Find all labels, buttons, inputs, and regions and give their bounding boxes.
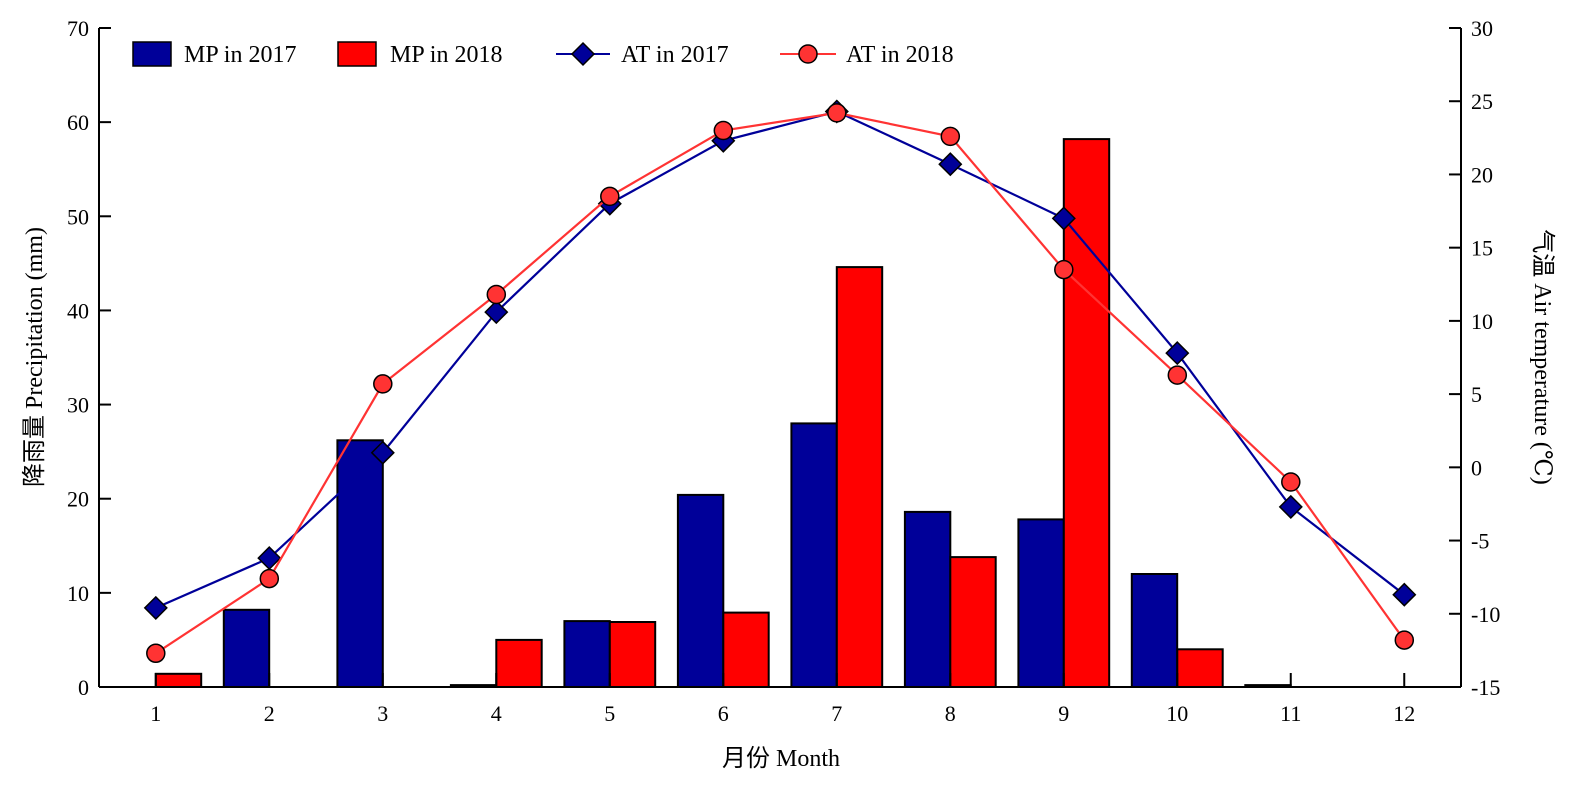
point-at-in-2018-month-6 — [713, 120, 734, 141]
bar-mp-in-2017-month-8 — [903, 510, 952, 688]
x-tick-label: 10 — [1166, 701, 1188, 726]
y-left-tick-label: 30 — [67, 393, 89, 418]
point-at-in-2018-month-12 — [1394, 630, 1415, 650]
right-axis-title: 气温 Air temperature (℃) — [1529, 229, 1556, 484]
bars-layer — [154, 138, 1292, 689]
legend-label-at-2018: AT in 2018 — [846, 42, 954, 68]
bar-mp-in-2018-month-4 — [495, 638, 543, 689]
legend-swatch-mp-2018 — [337, 41, 377, 67]
line-at-in-2018 — [155, 111, 1406, 655]
point-at-in-2018-month-11 — [1281, 472, 1301, 492]
bar-mp-in-2017-month-5 — [563, 620, 611, 688]
bar-mp-in-2018-month-10 — [1176, 648, 1224, 688]
y-right-tick-label: 10 — [1471, 309, 1493, 334]
y-right-tick-label: -15 — [1471, 675, 1500, 700]
x-tick-label: 11 — [1280, 701, 1301, 726]
point-at-in-2017-month-9 — [1051, 206, 1076, 231]
x-tick-label: 12 — [1393, 701, 1415, 726]
x-tick-label: 3 — [377, 701, 388, 726]
point-at-in-2017-month-1 — [143, 595, 168, 620]
bar-mp-in-2018-month-5 — [608, 621, 657, 688]
y-left-tick-label: 70 — [67, 16, 89, 41]
bar-mp-in-2018-month-6 — [722, 611, 770, 688]
y-left-tick-label: 10 — [67, 581, 89, 606]
y-right-tick-label: 15 — [1471, 236, 1493, 261]
point-at-in-2017-month-10 — [1165, 341, 1190, 366]
bar-mp-in-2017-month-6 — [676, 493, 725, 688]
x-tick-label: 4 — [491, 701, 502, 726]
x-tick-label: 8 — [945, 701, 956, 726]
x-tick-label: 6 — [718, 701, 729, 726]
x-tick-label: 7 — [831, 701, 842, 726]
y-right-tick-label: 20 — [1471, 162, 1493, 187]
line-at-in-2017 — [155, 110, 1405, 609]
bar-mp-in-2018-month-7 — [835, 266, 884, 688]
y-left-tick-label: 60 — [67, 110, 89, 135]
bar-mp-in-2017-month-2 — [222, 608, 271, 688]
axes-layer — [98, 28, 1462, 688]
point-at-in-2018-month-9 — [1054, 259, 1074, 280]
x-tick-label: 5 — [604, 701, 615, 726]
y-left-tick-label: 0 — [78, 675, 89, 700]
bar-mp-in-2017-month-9 — [1017, 518, 1065, 689]
bar-mp-in-2017-month-3 — [336, 439, 384, 688]
point-at-in-2017-month-11 — [1278, 494, 1303, 519]
y-right-tick-label: 5 — [1471, 382, 1482, 407]
bar-mp-in-2017-month-7 — [790, 422, 838, 688]
point-at-in-2017-month-4 — [484, 300, 509, 325]
bar-mp-in-2017-month-10 — [1130, 573, 1179, 688]
x-tick-label: 2 — [264, 701, 275, 726]
ticks-layer: 1 2 3 4 5 6 7 8 9 10 11 12010203040506070-15-10-505… — [67, 16, 1500, 726]
y-right-tick-label: -5 — [1471, 529, 1489, 554]
point-at-in-2018-month-8 — [940, 126, 961, 147]
legend-label-at-2017: AT in 2017 — [621, 42, 729, 68]
bar-mp-in-2018-month-8 — [949, 556, 997, 688]
legend-marker-at-2018 — [798, 44, 818, 64]
point-at-in-2017-month-3 — [370, 440, 395, 465]
legend-label-mp-2018: MP in 2018 — [390, 42, 502, 68]
point-at-in-2018-month-2 — [259, 568, 280, 589]
lines-layer — [143, 99, 1417, 664]
point-at-in-2017-month-12 — [1392, 582, 1417, 607]
legend-swatch-mp-2017 — [132, 41, 172, 67]
y-right-tick-label: 25 — [1471, 89, 1493, 114]
y-right-tick-label: 0 — [1471, 455, 1482, 480]
y-right-tick-label: -10 — [1471, 602, 1500, 627]
legend-label-mp-2017: MP in 2017 — [184, 42, 296, 68]
legend-marker-at-2017 — [570, 41, 596, 67]
point-at-in-2018-month-3 — [373, 374, 393, 394]
y-left-tick-label: 50 — [67, 204, 89, 229]
bar-mp-in-2018-month-1 — [154, 672, 203, 688]
bar-mp-in-2018-month-9 — [1062, 138, 1111, 689]
y-left-tick-label: 40 — [67, 298, 89, 323]
x-tick-label: 9 — [1058, 701, 1069, 726]
point-at-in-2018-month-4 — [486, 284, 507, 305]
point-at-in-2018-month-7 — [827, 103, 847, 123]
point-at-in-2018-month-10 — [1167, 365, 1188, 385]
x-tick-label: 1 — [150, 701, 161, 726]
y-right-tick-label: 30 — [1471, 16, 1493, 41]
y-left-tick-label: 20 — [67, 487, 89, 512]
x-axis-title: 月份 Month — [722, 745, 840, 772]
point-at-in-2018-month-5 — [600, 186, 620, 207]
legend: MP in 2017 MP in 2018 AT in 2017 AT in 2… — [132, 41, 954, 68]
point-at-in-2018-month-1 — [146, 643, 166, 664]
point-at-in-2017-month-8 — [938, 152, 963, 177]
titles-layer: 月份 Month 降雨量 Precipitation (mm) 气温 Air t… — [21, 227, 1556, 772]
left-axis-title: 降雨量 Precipitation (mm) — [21, 227, 48, 487]
